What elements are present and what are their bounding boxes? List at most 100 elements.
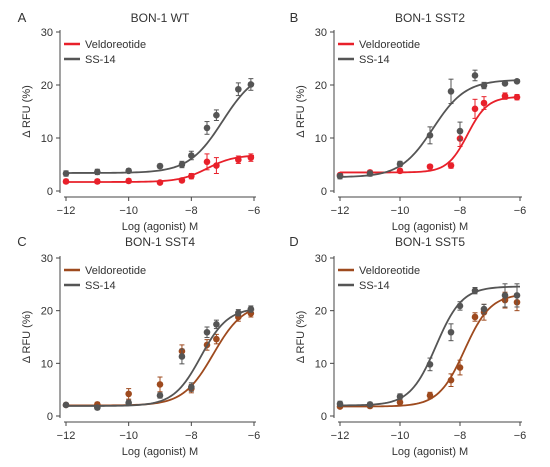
data-point [235, 156, 242, 164]
legend-label: Veldoreotide [359, 39, 420, 51]
series-veldoreotide [336, 92, 521, 179]
x-tick-label: −12 [57, 430, 76, 442]
chart-title: BON-1 WT [131, 11, 190, 25]
data-point [426, 361, 434, 368]
data-point [471, 313, 479, 321]
x-tick-label: −10 [119, 430, 138, 442]
data-point [213, 162, 220, 169]
x-tick-label: −10 [391, 430, 410, 442]
panel-letter: C [17, 234, 26, 249]
y-tick-label: 0 [321, 411, 327, 423]
data-point [456, 302, 464, 310]
data-point [501, 92, 509, 100]
x-tick-label: −8 [454, 205, 467, 217]
data-point [125, 167, 132, 175]
data-point [156, 162, 164, 170]
data-point [94, 178, 101, 185]
y-axis-label: Δ RFU (%) [295, 85, 307, 138]
data-point [336, 172, 344, 180]
legend-label: Veldoreotide [85, 265, 146, 277]
chart-title: BON-1 SST2 [395, 11, 465, 25]
x-tick-label: −12 [331, 430, 350, 442]
data-point [213, 335, 220, 343]
data-point [188, 172, 195, 180]
x-tick-label: −8 [454, 430, 467, 442]
y-tick-label: 0 [47, 186, 53, 198]
y-tick-label: 10 [315, 133, 327, 145]
data-point [94, 404, 101, 411]
chart-panel-a: A BON-1 WT 0 10 20 30 −12 −10 −8 −6 Log (agonist) … [18, 10, 261, 233]
x-axis-label: Log (agonist) M [122, 446, 198, 458]
chart-panel-c: C BON-1 SST4 0 10 20 30 −12 −10 −8 −6 Log (agonist… [17, 234, 260, 458]
data-point [235, 85, 242, 93]
data-point [235, 309, 242, 317]
x-tick-label: −10 [391, 205, 410, 217]
data-point [396, 167, 404, 175]
legend-label: SS-14 [359, 280, 390, 292]
y-tick-label: 10 [41, 133, 53, 145]
y-axis-label: Δ RFU (%) [295, 311, 307, 364]
y-tick-label: 10 [315, 358, 327, 370]
y-tick-label: 20 [41, 80, 53, 92]
chart-panel-d: D BON-1 SST5 0 10 20 30 −12 −10 −8 −6 Log (agonist… [289, 234, 526, 458]
data-point [125, 399, 132, 407]
data-point [247, 305, 255, 313]
panel-letter: D [289, 234, 298, 249]
legend-label: Veldoreotide [359, 265, 420, 277]
series-veldoreotide [336, 291, 521, 410]
data-point [188, 383, 195, 391]
data-point [501, 80, 509, 87]
legend-label: SS-14 [85, 280, 116, 292]
legend-label: Veldoreotide [85, 39, 146, 51]
data-point [336, 400, 344, 408]
x-tick-label: −6 [248, 205, 261, 217]
data-point [156, 179, 164, 186]
data-point [213, 111, 220, 119]
legend-label: SS-14 [359, 54, 390, 66]
data-point [501, 292, 509, 299]
data-point [94, 168, 101, 176]
data-point [203, 124, 211, 132]
data-point [178, 161, 186, 168]
data-point [426, 132, 434, 139]
data-point [203, 158, 211, 166]
data-point [396, 160, 404, 168]
data-point [471, 72, 479, 79]
chart-panel-b: B BON-1 SST2 0 10 20 30 −12 −10 −8 −6 Log (agonist… [290, 10, 527, 233]
panel-letter: B [290, 10, 299, 25]
y-tick-label: 20 [315, 80, 327, 92]
data-point [447, 328, 455, 336]
data-point [178, 177, 186, 184]
data-point [247, 81, 255, 88]
data-point [213, 321, 220, 328]
data-point [396, 393, 404, 400]
y-tick-label: 20 [315, 306, 327, 318]
series-ss-14 [336, 69, 521, 180]
data-point [456, 364, 464, 371]
y-axis-label: Δ RFU (%) [21, 311, 33, 364]
data-point [203, 328, 211, 336]
y-tick-label: 30 [41, 27, 53, 39]
y-tick-label: 30 [315, 27, 327, 39]
x-tick-label: −8 [185, 205, 198, 217]
y-axis-label: Δ RFU (%) [21, 85, 33, 138]
data-point [156, 381, 164, 388]
data-point [447, 376, 455, 384]
y-tick-label: 30 [41, 253, 53, 265]
y-tick-label: 0 [321, 186, 327, 198]
data-point [513, 93, 521, 101]
y-tick-label: 30 [315, 253, 327, 265]
data-point [447, 162, 455, 169]
data-point [156, 392, 164, 399]
series-ss-14 [62, 78, 255, 177]
x-tick-label: −8 [185, 430, 198, 442]
data-point [447, 88, 455, 95]
x-axis-label: Log (agonist) M [392, 446, 468, 458]
x-tick-label: −6 [248, 430, 261, 442]
data-point [480, 99, 488, 107]
data-point [188, 152, 195, 159]
chart-title: BON-1 SST4 [125, 235, 195, 249]
x-tick-label: −6 [514, 430, 527, 442]
data-point [480, 305, 488, 313]
